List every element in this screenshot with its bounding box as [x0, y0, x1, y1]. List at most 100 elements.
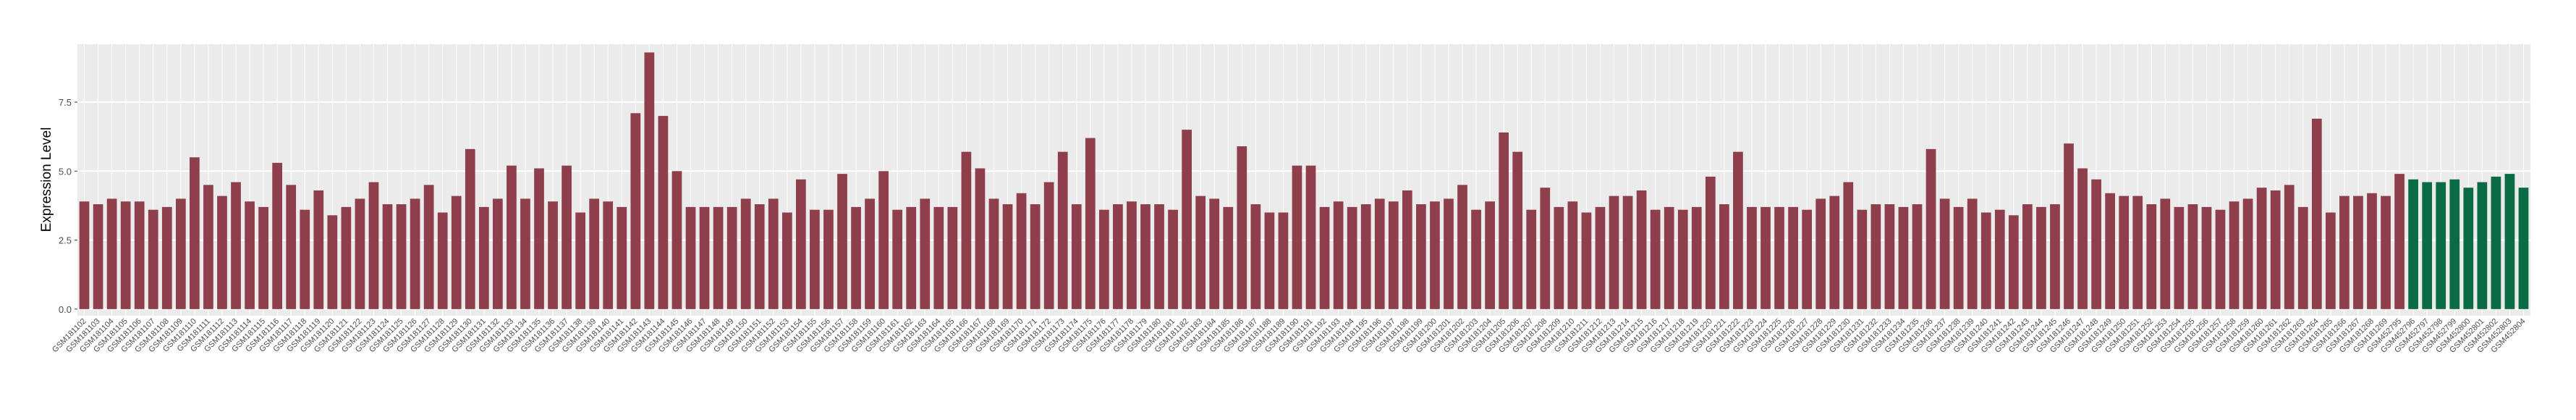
bar [1168, 209, 1178, 309]
bar [1567, 201, 1578, 309]
bar [1360, 204, 1371, 309]
bar [2422, 182, 2433, 309]
bar [2297, 206, 2308, 309]
bar [437, 212, 448, 309]
bar [988, 198, 999, 309]
bar [507, 165, 517, 309]
bar [699, 206, 710, 309]
bar [2215, 209, 2226, 309]
bar [2394, 174, 2405, 309]
bar [313, 190, 324, 309]
bar [548, 201, 558, 309]
bar [658, 116, 669, 309]
bar [823, 209, 834, 309]
bar [1264, 212, 1275, 309]
bar [1140, 204, 1151, 309]
bar [120, 201, 131, 309]
bar [1761, 206, 1771, 309]
bar [1030, 204, 1041, 309]
bar [892, 209, 903, 309]
bar [1292, 165, 1302, 309]
bar [2201, 206, 2212, 309]
bar [382, 204, 393, 309]
bar [520, 198, 530, 309]
bar [1457, 185, 1467, 309]
y-tick-label: 2.5 [59, 235, 72, 246]
bar [726, 206, 737, 309]
bar [796, 179, 806, 309]
bar [1622, 196, 1633, 309]
bar [410, 198, 420, 309]
bar [1967, 198, 1978, 309]
bar [2504, 174, 2515, 309]
bar [589, 198, 600, 309]
bar [1980, 212, 1991, 309]
bar [630, 113, 641, 309]
bar [2491, 176, 2501, 309]
bar [1223, 206, 1234, 309]
bar [2270, 190, 2281, 309]
bar [1402, 190, 1412, 309]
bar [423, 185, 434, 309]
bar [1430, 201, 1440, 309]
bar [2119, 196, 2130, 309]
bar [2008, 215, 2019, 309]
bar [368, 182, 379, 309]
bar [1043, 182, 1054, 309]
bar [1912, 204, 1923, 309]
bar [1636, 190, 1647, 309]
bar [1554, 206, 1564, 309]
bar [2187, 204, 2198, 309]
bar [947, 206, 958, 309]
bar [1581, 212, 1592, 309]
bar [1182, 130, 1192, 309]
bar [1333, 201, 1344, 309]
bar [740, 198, 751, 309]
bar [1595, 206, 1606, 309]
bar [2242, 198, 2253, 309]
bar [1925, 148, 1936, 309]
bar [2408, 179, 2418, 309]
bar [685, 206, 696, 309]
bar [217, 196, 227, 309]
bar [1016, 193, 1027, 309]
bar [617, 206, 627, 309]
y-axis-label: Expression Level [39, 127, 54, 232]
bar [1237, 146, 1247, 309]
bar [2105, 193, 2115, 309]
bar [1154, 204, 1164, 309]
bar [671, 171, 682, 309]
bar [2353, 196, 2363, 309]
bar [1209, 198, 1220, 309]
bar [1650, 209, 1661, 309]
y-tick-label: 5.0 [59, 166, 72, 177]
bar [837, 174, 847, 309]
bar [2477, 182, 2488, 309]
bar [106, 198, 117, 309]
bar [2325, 212, 2336, 309]
bar [975, 168, 986, 309]
bar [203, 185, 213, 309]
bar [1347, 206, 1357, 309]
y-tick-label: 7.5 [59, 97, 72, 108]
bar [1416, 204, 1426, 309]
bar [2339, 196, 2350, 309]
bar [961, 151, 972, 309]
bar [245, 201, 255, 309]
bar [258, 206, 268, 309]
bar [2367, 193, 2377, 309]
bar [1485, 201, 1495, 309]
bar [2463, 188, 2474, 309]
bar [1870, 204, 1881, 309]
bar [79, 201, 90, 309]
bar [2449, 179, 2460, 309]
bar [1898, 206, 1909, 309]
bar [1085, 138, 1096, 309]
bar [1127, 201, 1137, 309]
bar [1664, 206, 1674, 309]
bar [754, 204, 765, 309]
bar [1057, 151, 1068, 309]
bar [906, 206, 917, 309]
bar [1719, 204, 1729, 309]
bar [2091, 179, 2101, 309]
